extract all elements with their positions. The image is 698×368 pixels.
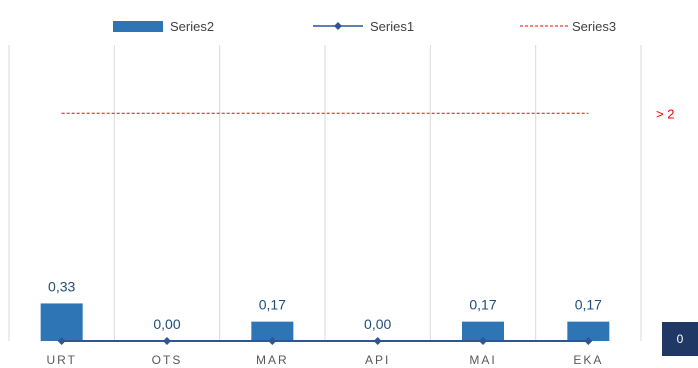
x-tick-label: API — [365, 353, 390, 367]
bars — [40, 303, 610, 341]
data-label: 0,17 — [259, 297, 286, 313]
x-tick-label: EKA — [573, 353, 603, 367]
x-tick-label: OTS — [152, 353, 183, 367]
bar-mai — [462, 321, 504, 341]
bar-eka — [567, 321, 610, 341]
data-label: 0,00 — [364, 316, 391, 332]
legend-label-series1: Series1 — [370, 19, 414, 34]
axis-badge-text: 0 — [677, 332, 684, 346]
series1-marker — [373, 337, 382, 345]
threshold-label: > 2 — [656, 106, 674, 121]
x-tick-label: MAI — [469, 353, 496, 367]
data-label: 0,17 — [575, 297, 602, 313]
x-tick-label: URT — [46, 353, 76, 367]
series1-marker — [57, 337, 66, 345]
legend-item-series3: Series3 — [520, 19, 616, 34]
data-label: 0,33 — [48, 278, 75, 294]
series1-marker — [268, 337, 277, 345]
axis-badge: 0 — [662, 322, 698, 356]
series1-marker — [163, 337, 171, 345]
data-label: 0,17 — [469, 297, 496, 313]
legend-label-series3: Series3 — [572, 19, 616, 34]
legend-marker-series1 — [334, 22, 342, 30]
bar-mar — [251, 321, 294, 341]
series1-line-group — [57, 337, 593, 345]
threshold-line-group: > 2 — [61, 106, 674, 121]
series1-marker — [584, 337, 593, 345]
axis-badge-box — [662, 322, 698, 356]
gridlines — [8, 45, 642, 341]
bar-urt — [40, 303, 83, 341]
legend-item-series2: Series2 — [113, 19, 214, 34]
legend-label-series2: Series2 — [170, 19, 214, 34]
legend-item-series1: Series1 — [313, 19, 414, 34]
data-labels: 0,33 0,00 0,17 0,00 0,17 0,17 — [48, 278, 602, 332]
legend-swatch-series2 — [113, 21, 163, 32]
data-label: 0,00 — [153, 316, 180, 332]
x-tick-label: MAR — [256, 353, 289, 367]
series1-marker — [479, 337, 487, 345]
x-axis-ticks: URT OTS MAR API MAI EKA — [46, 353, 603, 367]
legend: Series2 Series1 Series3 — [113, 19, 616, 34]
